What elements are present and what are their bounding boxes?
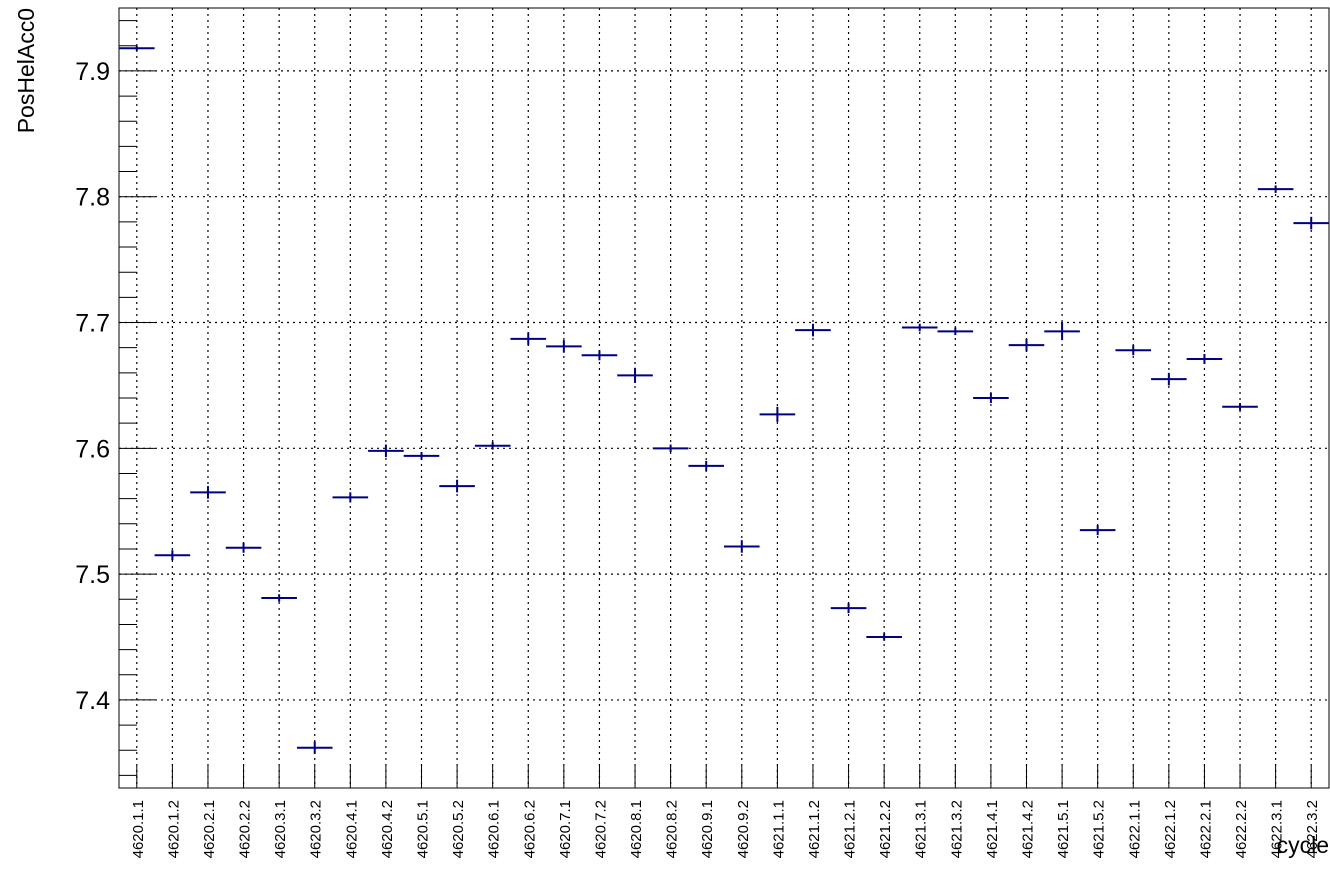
- x-tick-label: 4620.5.1: [415, 800, 432, 858]
- x-tick-label: 4620.8.1: [628, 800, 645, 858]
- x-tick-label: 4620.6.2: [521, 800, 538, 858]
- x-tick-label: 4621.2.2: [877, 800, 894, 858]
- x-tick-label: 4621.5.2: [1091, 800, 1108, 858]
- x-tick-label: 4620.7.2: [592, 800, 609, 858]
- x-tick-label: 4621.1.1: [770, 800, 787, 858]
- x-tick-label: 4620.5.2: [450, 800, 467, 858]
- x-tick-label: 4620.1.1: [130, 800, 147, 858]
- x-tick-label: 4621.2.1: [842, 800, 859, 858]
- axes: 4620.1.1 4620.1.2 4620.2.1 4620.2.2 4620.3.1…: [75, 20, 1321, 858]
- data-points: [119, 45, 1329, 755]
- x-tick-label: 4622.3.1: [1269, 800, 1286, 858]
- x-tick-label: 4620.8.2: [664, 800, 681, 858]
- x-tick-label: 4621.3.2: [948, 800, 965, 858]
- x-tick-label: 4621.3.1: [913, 800, 930, 858]
- x-tick-label: 4620.4.1: [343, 800, 360, 858]
- x-tick-label: 4620.9.2: [735, 800, 752, 858]
- y-axis-label: PosHelAcc0: [13, 8, 39, 133]
- x-tick-label: 4622.3.2: [1304, 800, 1321, 858]
- x-tick-label: 4620.3.1: [272, 800, 289, 858]
- plot-frame: [118, 7, 1330, 789]
- y-tick-label: 7.7: [75, 310, 110, 338]
- y-tick-label: 7.8: [75, 184, 110, 212]
- x-tick-label: 4620.2.1: [201, 800, 218, 858]
- x-tick-label: 4620.2.2: [237, 800, 254, 858]
- x-tick-label: 4622.1.2: [1162, 800, 1179, 858]
- y-tick-label: 7.6: [75, 435, 110, 463]
- x-tick-label: 4620.6.1: [486, 800, 503, 858]
- x-tick-label: 4620.1.2: [165, 800, 182, 858]
- x-tick-label: 4621.4.2: [1020, 800, 1037, 858]
- x-tick-label: 4620.9.1: [699, 800, 716, 858]
- x-tick-label: 4620.7.1: [557, 800, 574, 858]
- x-tick-label: 4621.4.1: [984, 800, 1001, 858]
- x-tick-label: 4620.3.2: [308, 800, 325, 858]
- y-tick-label: 7.4: [75, 687, 110, 715]
- y-tick-label: 7.5: [75, 561, 110, 589]
- x-axis-label: cycle: [1277, 832, 1329, 858]
- y-tick-label: 7.9: [75, 58, 110, 86]
- x-tick-label: 4621.1.2: [806, 800, 823, 858]
- x-tick-label: 4622.1.1: [1126, 800, 1143, 858]
- x-tick-label: 4622.2.2: [1233, 800, 1250, 858]
- x-tick-label: 4622.2.1: [1197, 800, 1214, 858]
- x-tick-label: 4620.4.2: [379, 800, 396, 858]
- grid: [119, 8, 1329, 788]
- x-tick-label: 4621.5.1: [1055, 800, 1072, 858]
